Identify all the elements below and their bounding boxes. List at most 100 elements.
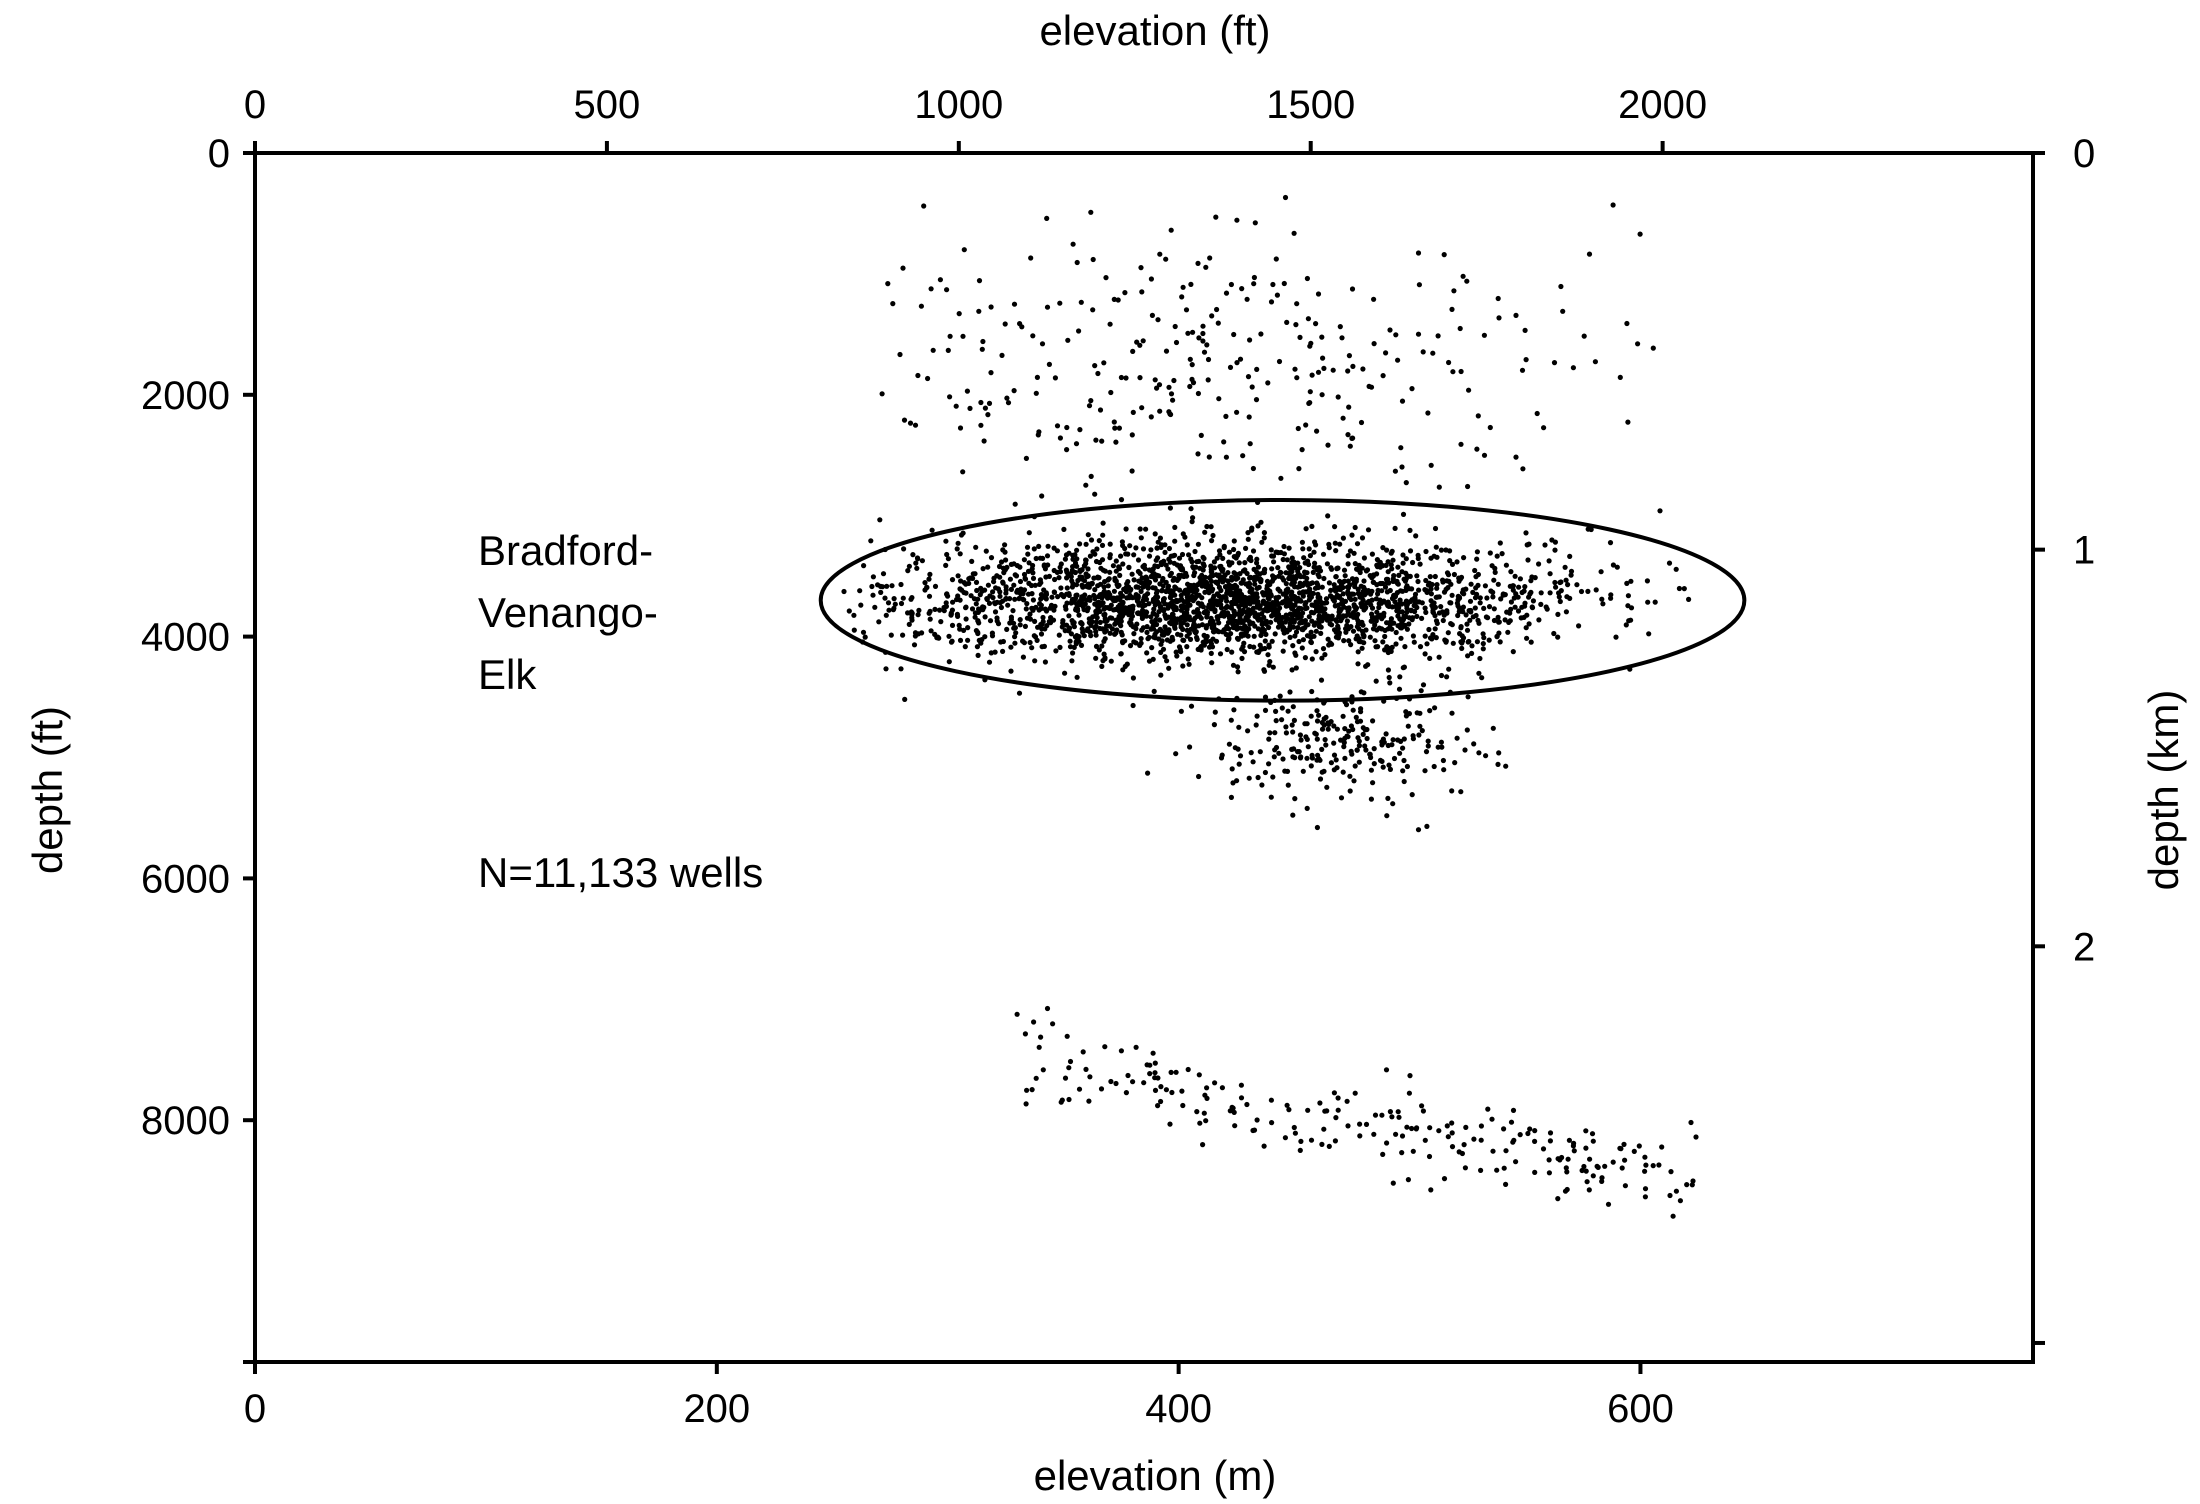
data-point	[1008, 644, 1014, 650]
data-point	[1052, 576, 1058, 583]
data-point	[1036, 429, 1042, 435]
data-point	[1038, 596, 1044, 602]
data-point	[1364, 600, 1370, 606]
data-point	[1181, 637, 1187, 644]
data-point	[944, 287, 950, 293]
data-point	[1025, 568, 1032, 575]
data-point	[1429, 581, 1435, 588]
data-point	[1144, 582, 1150, 588]
data-point	[1064, 575, 1070, 581]
data-point	[1107, 630, 1113, 636]
data-point	[1335, 1107, 1341, 1113]
data-point	[1046, 361, 1052, 367]
data-point	[1276, 750, 1282, 756]
data-point	[1275, 550, 1281, 556]
data-point	[1099, 557, 1106, 563]
data-point	[1334, 565, 1340, 571]
data-point	[1313, 628, 1319, 634]
data-point	[982, 587, 988, 593]
data-point	[1234, 635, 1241, 642]
data-point	[1113, 1080, 1119, 1087]
data-point	[958, 532, 965, 538]
data-point	[1297, 620, 1303, 626]
data-point	[985, 582, 992, 588]
points-layer	[841, 194, 1699, 1219]
data-point	[1425, 743, 1431, 749]
data-point	[1071, 644, 1077, 651]
data-point	[1351, 550, 1357, 556]
data-point	[1213, 214, 1219, 220]
data-point	[1388, 616, 1394, 622]
data-point	[1277, 622, 1283, 629]
data-point	[1269, 553, 1275, 559]
data-point	[1362, 743, 1368, 749]
data-point	[1333, 757, 1339, 763]
data-point	[1403, 576, 1409, 582]
data-point	[1558, 283, 1564, 290]
data-point	[1199, 595, 1205, 601]
data-point	[1070, 556, 1076, 562]
data-point	[1613, 634, 1619, 640]
data-point	[846, 608, 852, 614]
data-point	[1030, 597, 1036, 603]
data-point	[1460, 635, 1467, 641]
data-point	[1338, 618, 1344, 624]
data-point	[1325, 513, 1331, 519]
data-point	[880, 571, 887, 577]
data-point	[1167, 559, 1173, 565]
data-point	[1459, 645, 1465, 652]
data-point	[1486, 637, 1492, 643]
x-top-tick-label: 1500	[1266, 83, 1355, 127]
data-point	[1032, 658, 1038, 664]
data-point	[1331, 1090, 1337, 1096]
data-point	[1150, 585, 1156, 591]
data-point	[1228, 794, 1234, 801]
data-point	[1138, 535, 1144, 541]
data-point	[1188, 281, 1194, 287]
data-point	[1229, 766, 1235, 772]
data-point	[1370, 718, 1376, 724]
data-point	[1295, 560, 1301, 566]
data-point	[960, 469, 966, 475]
data-point	[1059, 624, 1065, 630]
data-point	[1007, 596, 1013, 602]
data-point	[1428, 555, 1434, 561]
data-point	[1198, 615, 1204, 621]
data-point	[1024, 615, 1030, 621]
data-point	[1385, 667, 1391, 673]
data-point	[1668, 1169, 1674, 1175]
data-point	[1341, 567, 1348, 573]
data-point	[1375, 587, 1381, 594]
data-point	[1478, 1123, 1484, 1129]
data-point	[1503, 562, 1509, 568]
data-point	[1367, 751, 1373, 757]
data-point	[1390, 737, 1396, 743]
data-point	[1095, 575, 1101, 581]
data-point	[1078, 620, 1084, 626]
data-point	[1290, 704, 1296, 710]
data-point	[1074, 606, 1081, 612]
data-point	[1201, 1110, 1207, 1116]
data-point	[1022, 575, 1028, 581]
data-point	[1176, 617, 1183, 623]
data-point	[1039, 493, 1045, 499]
data-point	[1028, 582, 1035, 589]
data-point	[1307, 553, 1313, 559]
data-point	[1227, 584, 1233, 590]
data-point	[1187, 636, 1194, 643]
data-point	[1380, 639, 1386, 645]
data-point	[1399, 1150, 1405, 1156]
data-point	[900, 265, 906, 271]
data-point	[1617, 374, 1623, 380]
data-point	[1030, 562, 1036, 569]
data-point	[1417, 723, 1423, 729]
data-point	[1213, 579, 1219, 585]
data-point	[1155, 1075, 1161, 1081]
data-point	[1163, 348, 1170, 354]
data-point	[1599, 1178, 1605, 1184]
data-point	[860, 629, 867, 635]
data-point	[1008, 614, 1015, 620]
data-point	[1449, 1120, 1455, 1126]
data-point	[997, 593, 1003, 599]
data-point	[1161, 607, 1167, 613]
